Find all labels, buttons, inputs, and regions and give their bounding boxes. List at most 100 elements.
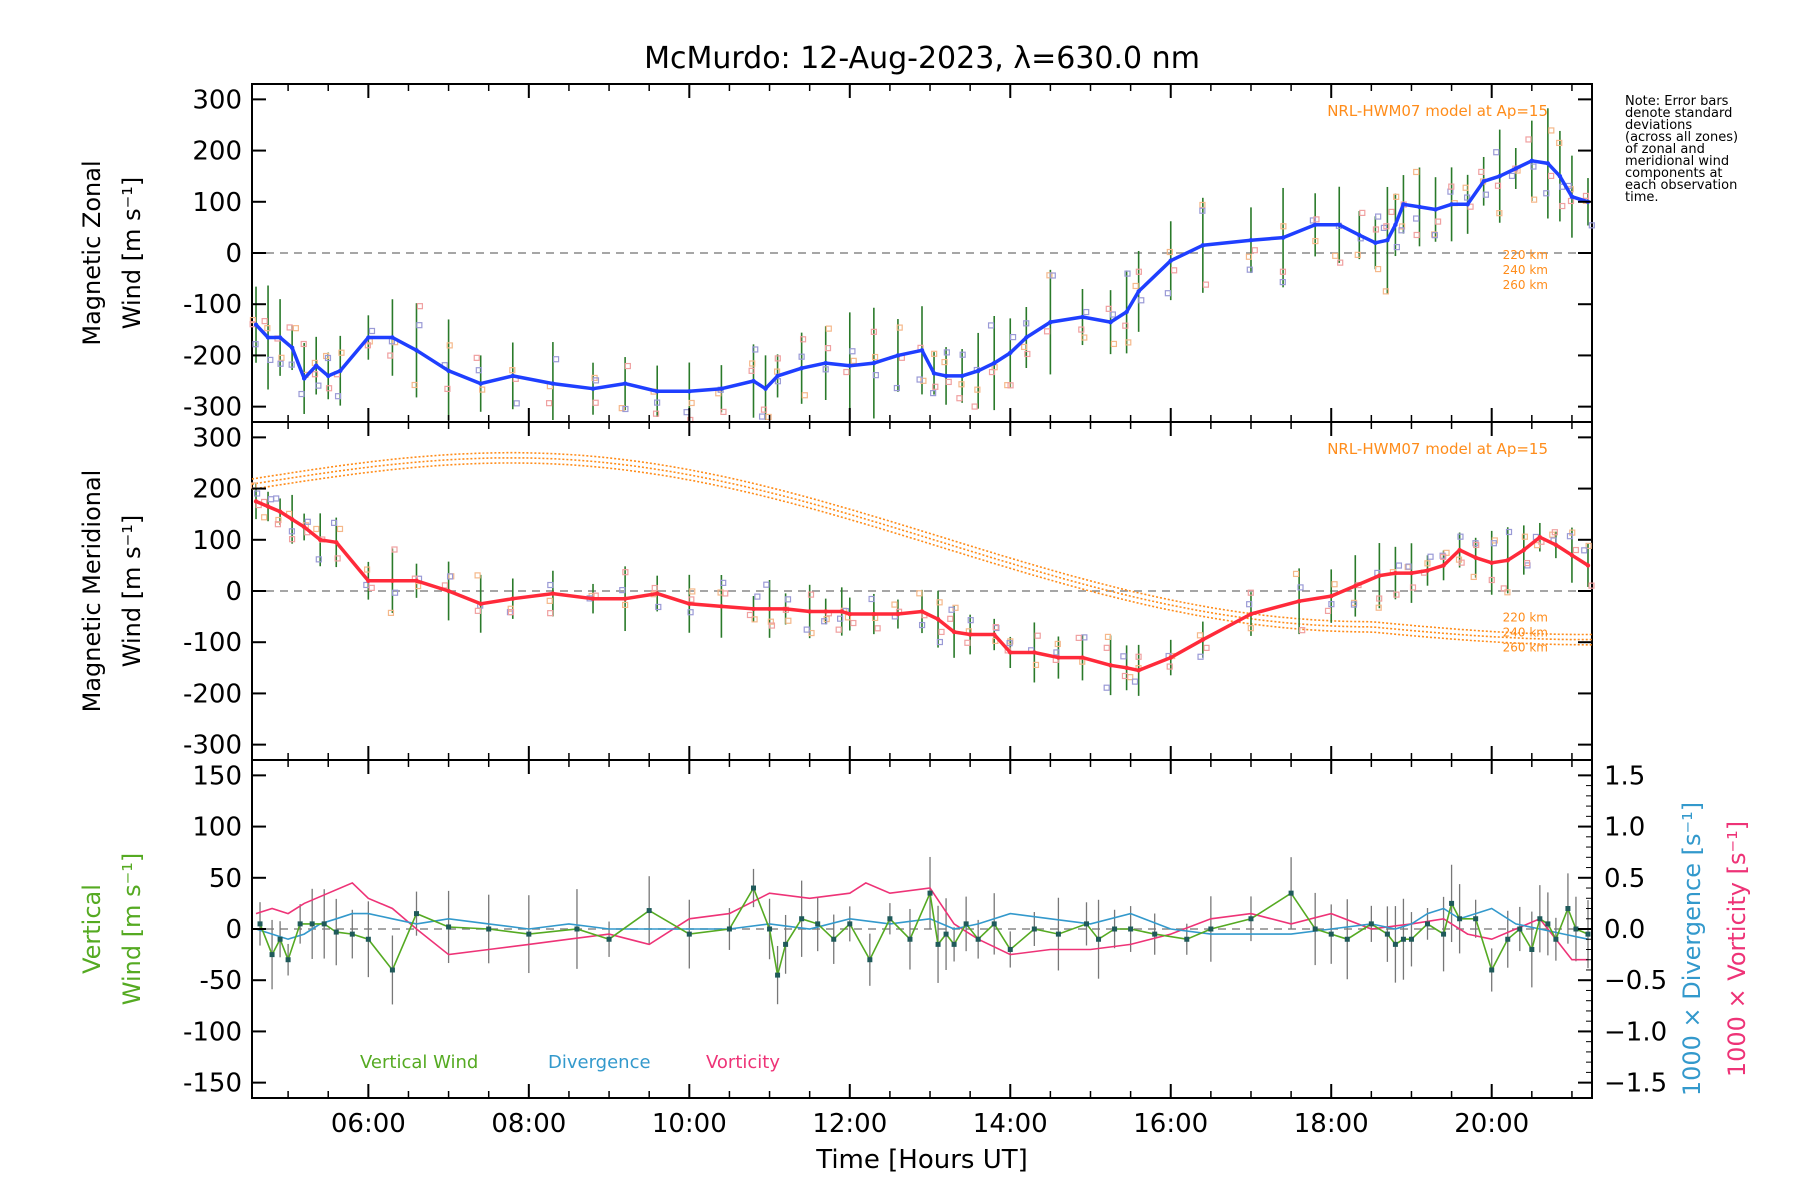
data-point [1565,906,1571,912]
zone-sample [1585,542,1592,550]
zone-sample [552,356,560,363]
zone-sample [1566,533,1574,540]
data-point [265,504,271,509]
data-point [775,373,780,379]
zone-sample [943,349,950,356]
data-point [366,335,371,340]
zone-sample [1531,196,1538,203]
data-point [265,335,271,340]
data-point [815,921,821,927]
zone-sample [261,318,268,325]
data-point [338,368,343,373]
y-axis-label-line1: Magnetic Zonal [78,160,106,345]
zone-sample [1280,223,1287,230]
zone-sample [546,597,553,604]
data-point [1569,194,1575,199]
data-point [1513,166,1518,171]
zone-sample [825,325,832,332]
data-point [1296,599,1302,604]
zone-sample [1434,218,1442,225]
zone-sample [1393,243,1400,251]
data-point [510,373,515,379]
legend-entry: Divergence [548,1052,651,1073]
data-point [1497,173,1502,179]
zone-sample [956,395,963,402]
zone-sample [444,385,451,392]
zone-sample [507,605,514,612]
zone-sample [1559,202,1566,210]
data-point [253,322,259,327]
zone-sample [754,593,761,600]
zone-sample [1324,607,1332,615]
data-point [967,632,973,637]
zone-sample [288,361,295,368]
data-point [1108,319,1113,325]
data-point [1573,926,1579,932]
note-line: meridional wind [1625,154,1730,169]
zone-sample [1328,601,1335,608]
zone-sample [253,490,261,497]
right-y-tick-label: 0.0 [1604,915,1645,945]
zone-sample [655,603,662,611]
data-point [1585,563,1591,568]
zone-sample [1458,559,1465,566]
zone-sample [446,342,453,349]
data-point [935,941,941,947]
data-point [767,926,773,932]
zone-sample [507,609,515,616]
data-point [550,591,556,596]
zone-sample [1075,634,1082,641]
zone-sample [987,322,995,329]
zone-sample [252,341,259,348]
x-tick-label: 06:00 [331,1109,406,1139]
zone-sample [803,626,810,633]
zone-sample [1138,297,1145,304]
zone-sample [974,386,981,393]
zone-sample [784,596,792,603]
zone-sample [1251,247,1258,254]
zone-sample [652,410,660,417]
data-point [446,368,451,373]
zone-sample [1504,589,1511,596]
zone-sample [936,638,944,646]
zone-sample [1135,268,1142,275]
data-point [1457,916,1463,922]
data-point [1136,668,1141,673]
data-point [277,936,283,942]
zone-sample [547,610,554,617]
zone-sample [849,348,856,355]
zone-sample [1046,272,1053,279]
zone-sample [1440,553,1447,560]
data-point [1312,926,1318,932]
zone-sample [1313,216,1320,223]
zone-sample [767,618,774,625]
data-point [719,604,724,609]
data-point [935,616,941,622]
y-axis-label-line1: Magnetic Meridional [78,470,106,713]
data-point [1200,637,1206,642]
data-point [1368,921,1374,927]
data-point [269,952,275,958]
data-point [767,606,772,612]
zone-sample [1472,540,1479,547]
data-point [277,509,283,514]
data-point [1489,967,1495,973]
data-point [775,972,781,978]
zone-sample [768,622,776,629]
zone-sample [799,336,807,343]
data-point [1553,936,1559,942]
zone-sample [474,572,481,579]
data-point [1537,535,1543,540]
note-line: deviations [1625,118,1693,133]
zone-sample [941,358,948,366]
zone-sample [760,406,768,413]
data-point [622,381,628,386]
zone-sample [1413,168,1420,176]
zone-sample [1103,644,1110,651]
data-point [1124,309,1129,315]
data-point [839,609,844,614]
data-point [1288,890,1294,896]
zone-sample [688,399,695,407]
zone-sample [749,360,756,367]
data-point [1537,916,1543,922]
